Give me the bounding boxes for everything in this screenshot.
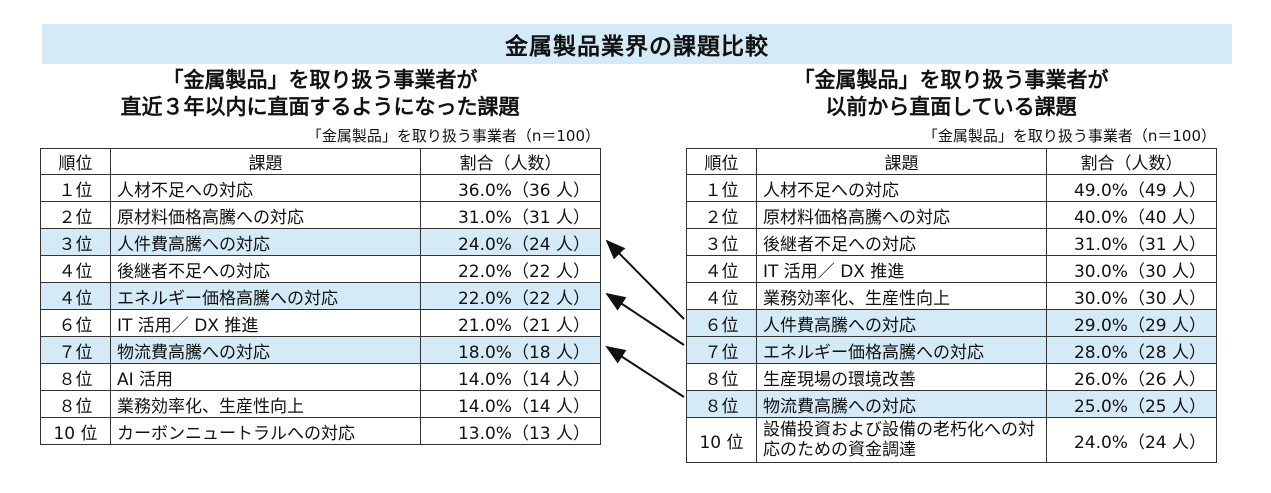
- arrow-logistics-cost: [605, 345, 685, 398]
- share-cell: 13.0%（13 人）: [420, 417, 601, 445]
- table-row: ３位 人件費高騰への対応 24.0%（24 人）: [40, 228, 601, 256]
- rank-cell: 10 位: [686, 417, 757, 463]
- table-row: １位 人材不足への対応 36.0%（36 人）: [40, 174, 601, 202]
- rank-cell: ８位: [686, 390, 757, 418]
- left-title-line2: 直近３年以内に直面するようになった課題: [120, 95, 520, 119]
- table-row: ８位 生産現場の環境改善 26.0%（26 人）: [686, 363, 1217, 391]
- table-row: ２位 原材料価格高騰への対応 31.0%（31 人）: [40, 201, 601, 229]
- table-row: ７位 エネルギー価格高騰への対応 28.0%（28 人）: [686, 336, 1217, 364]
- table-row: ８位 業務効率化、生産性向上 14.0%（14 人）: [40, 390, 601, 418]
- share-cell: 29.0%（29 人）: [1046, 309, 1217, 337]
- issue-cell: 原材料価格高騰への対応: [110, 201, 421, 229]
- issue-cell: 後継者不足への対応: [110, 255, 421, 283]
- share-cell: 36.0%（36 人）: [420, 174, 601, 202]
- issue-cell: IT 活用／ DX 推進: [756, 255, 1047, 283]
- share-cell: 30.0%（30 人）: [1046, 255, 1217, 283]
- left-panel-title: 「金属製品」を取り扱う事業者が 直近３年以内に直面するようになった課題: [40, 67, 600, 121]
- share-cell: 40.0%（40 人）: [1046, 201, 1217, 229]
- arrow-labor-cost: [605, 239, 685, 320]
- issue-cell: 設備投資および設備の老朽化への対応のための資金調達: [756, 417, 1047, 463]
- table-row: ４位 IT 活用／ DX 推進 30.0%（30 人）: [686, 255, 1217, 283]
- header-rank: 順位: [40, 148, 111, 175]
- share-cell: 25.0%（25 人）: [1046, 390, 1217, 418]
- left-subtitle: 「金属製品」を取り扱う事業者（n＝100）: [306, 127, 600, 145]
- issue-cell: エネルギー価格高騰への対応: [756, 336, 1047, 364]
- rank-cell: ８位: [40, 390, 111, 418]
- rank-cell: ８位: [686, 363, 757, 391]
- issue-cell: カーボンニュートラルへの対応: [110, 417, 421, 445]
- table-row: ６位 IT 活用／ DX 推進 21.0%（21 人）: [40, 309, 601, 337]
- issue-cell: 物流費高騰への対応: [110, 336, 421, 364]
- right-subtitle: 「金属製品」を取り扱う事業者（n＝100）: [922, 127, 1216, 145]
- share-cell: 22.0%（22 人）: [420, 255, 601, 283]
- table-row: １位 人材不足への対応 49.0%（49 人）: [686, 174, 1217, 202]
- issue-cell: IT 活用／ DX 推進: [110, 309, 421, 337]
- table-row: ６位 人件費高騰への対応 29.0%（29 人）: [686, 309, 1217, 337]
- rank-cell: ４位: [40, 282, 111, 310]
- issue-cell: 人件費高騰への対応: [110, 228, 421, 256]
- table-header-row: 順位 課題 割合（人数）: [40, 148, 601, 175]
- left-title-line1: 「金属製品」を取り扱う事業者が: [162, 68, 478, 92]
- rank-cell: ３位: [686, 228, 757, 256]
- share-cell: 31.0%（31 人）: [420, 201, 601, 229]
- right-title-line2: 以前から直面している課題: [825, 95, 1077, 119]
- share-cell: 49.0%（49 人）: [1046, 174, 1217, 202]
- table-row: ２位 原材料価格高騰への対応 40.0%（40 人）: [686, 201, 1217, 229]
- rank-cell: ６位: [686, 309, 757, 337]
- share-cell: 22.0%（22 人）: [420, 282, 601, 310]
- share-cell: 24.0%（24 人）: [420, 228, 601, 256]
- share-cell: 18.0%（18 人）: [420, 336, 601, 364]
- rank-cell: ２位: [686, 201, 757, 229]
- table-row: ４位 後継者不足への対応 22.0%（22 人）: [40, 255, 601, 283]
- issue-cell: 後継者不足への対応: [756, 228, 1047, 256]
- rank-cell: 10 位: [40, 417, 111, 445]
- right-panel-title: 「金属製品」を取り扱う事業者が 以前から直面している課題: [686, 67, 1216, 121]
- issue-cell: 原材料価格高騰への対応: [756, 201, 1047, 229]
- right-issues-table: 順位 課題 割合（人数） １位 人材不足への対応 49.0%（49 人） ２位 原材料価…: [686, 148, 1217, 463]
- rank-cell: ３位: [40, 228, 111, 256]
- table-row: ４位 エネルギー価格高騰への対応 22.0%（22 人）: [40, 282, 601, 310]
- issue-cell: 生産現場の環境改善: [756, 363, 1047, 391]
- issue-cell: 人件費高騰への対応: [756, 309, 1047, 337]
- right-title-line1: 「金属製品」を取り扱う事業者が: [793, 68, 1109, 92]
- table-row: ７位 物流費高騰への対応 18.0%（18 人）: [40, 336, 601, 364]
- share-cell: 26.0%（26 人）: [1046, 363, 1217, 391]
- rank-cell: １位: [686, 174, 757, 202]
- page-banner: 金属製品業界の課題比較: [42, 24, 1232, 64]
- share-cell: 24.0%（24 人）: [1046, 417, 1217, 463]
- issue-cell: 人材不足への対応: [110, 174, 421, 202]
- header-share: 割合（人数）: [1046, 148, 1217, 175]
- issue-cell: 人材不足への対応: [756, 174, 1047, 202]
- page-title: 金属製品業界の課題比較: [505, 34, 769, 60]
- rank-cell: ７位: [686, 336, 757, 364]
- share-cell: 28.0%（28 人）: [1046, 336, 1217, 364]
- issue-cell: エネルギー価格高騰への対応: [110, 282, 421, 310]
- table-row: 10 位設備投資および設備の老朽化への対応のための資金調達 24.0%（24 人）: [686, 417, 1217, 463]
- issue-cell: 業務効率化、生産性向上: [110, 390, 421, 418]
- table-row: 10 位カーボンニュートラルへの対応 13.0%（13 人）: [40, 417, 601, 445]
- header-issue: 課題: [110, 148, 421, 175]
- left-issues-table: 順位 課題 割合（人数） １位 人材不足への対応 36.0%（36 人） ２位 原材料価…: [40, 148, 601, 445]
- arrow-energy-price: [605, 292, 685, 346]
